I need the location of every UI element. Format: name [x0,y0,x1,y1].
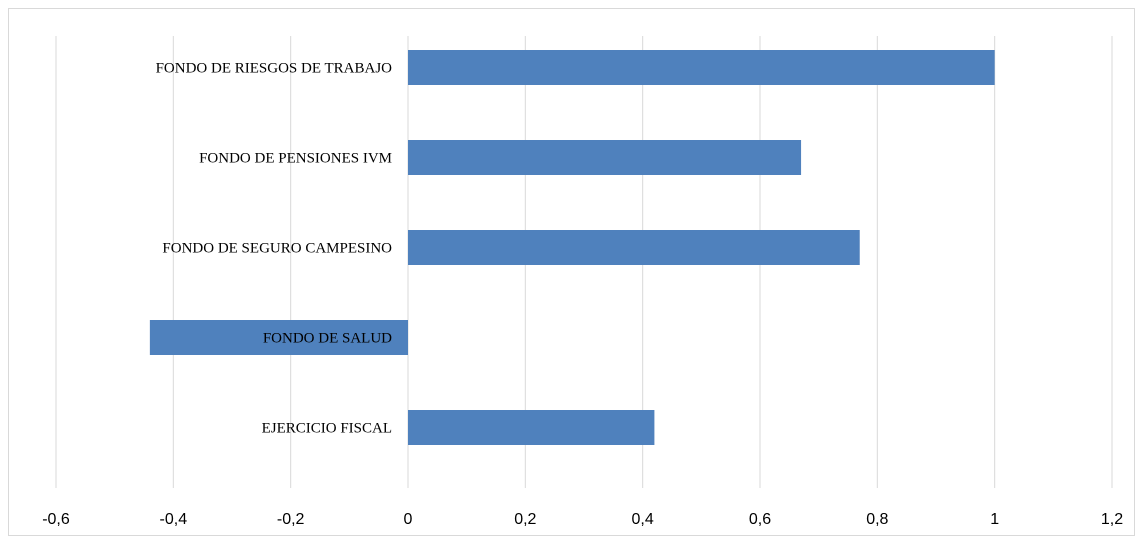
x-tick-label: 0,4 [632,511,654,528]
category-label: FONDO DE SEGURO CAMPESINO [162,241,392,257]
x-tick-label: 1,2 [1101,511,1123,528]
bar [408,50,995,85]
x-tick-label: 0,2 [514,511,536,528]
x-axis-ticks: -0,6 -0,4 -0,2 0 0,2 0,4 0,6 0,8 1 1,2 [42,511,1123,528]
category-labels: FONDO DE RIESGOS DE TRABAJO FONDO DE PENS… [156,61,393,437]
category-label: FONDO DE PENSIONES IVM [199,151,392,167]
category-label: FONDO DE RIESGOS DE TRABAJO [156,61,393,77]
category-label: EJERCICIO FISCAL [262,421,392,437]
bar [149,320,408,355]
category-label: FONDO DE SALUD [263,331,392,347]
x-tick-label: 1 [990,511,999,528]
bar [408,140,802,175]
bar [408,410,655,445]
x-tick-label: 0,8 [866,511,888,528]
x-tick-label: 0 [404,511,413,528]
bars [149,50,995,445]
x-tick-label: 0,6 [749,511,771,528]
bar [408,230,860,265]
x-tick-label: -0,2 [277,511,305,528]
x-tick-label: -0,6 [42,511,70,528]
x-tick-label: -0,4 [160,511,188,528]
chart-frame [8,8,1135,536]
